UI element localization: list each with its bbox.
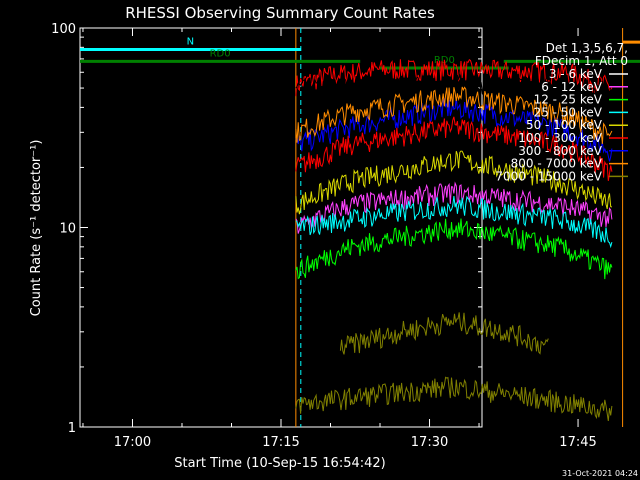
series-trace: [295, 195, 613, 249]
legend-entry-label: 50 - 100 keV: [526, 118, 603, 132]
y-tick-label: 100: [51, 22, 76, 37]
series-trace: [295, 58, 613, 97]
y-axis-label: Count Rate (s⁻¹ detector⁻¹): [29, 140, 44, 317]
legend-entry-label: 25 - 50 keV: [534, 105, 603, 119]
series-trace: [295, 97, 613, 162]
series-trace: [295, 150, 613, 215]
legend-entry-label: 300 - 800 keV: [518, 144, 602, 158]
legend-entry-label: 6 - 12 keV: [541, 80, 603, 94]
legend-entry-label: 7000 - 15000 keV: [495, 169, 602, 183]
series-trace: [295, 73, 613, 100]
flag-bar-label: RD0: [210, 48, 231, 59]
x-tick-label: 17:45: [559, 435, 596, 450]
flag-bar-label: N: [187, 37, 194, 48]
legend-header-detectors: Det 1,3,5,6,7,: [546, 41, 628, 55]
series-trace: [295, 218, 613, 280]
series-trace: [295, 181, 613, 234]
x-axis-label: Start Time (10-Sep-15 16:54:42): [174, 456, 385, 471]
x-tick-label: 17:30: [411, 435, 448, 450]
legend-entry-label: 800 - 7000 keV: [511, 157, 603, 171]
series-trace: [295, 86, 613, 144]
series-trace: [295, 376, 613, 421]
series-trace: [295, 116, 613, 181]
legend-entry-label: 3 - 6 keV: [549, 67, 603, 81]
legend-entry-label: 12 - 25 keV: [534, 93, 603, 107]
timestamp: 31-Oct-2021 04:24: [562, 469, 638, 478]
y-tick-label: 1: [68, 421, 76, 436]
chart-title: RHESSI Observing Summary Count Rates: [125, 4, 435, 22]
series-trace: [339, 312, 549, 355]
legend-header-fdecim: FDecim 1, Att 0: [535, 54, 628, 68]
plot-area: 17:0017:1517:3017:4518:0018:1518:3011010…: [51, 22, 640, 450]
x-tick-label: 17:15: [262, 435, 299, 450]
y-tick-label: 10: [59, 222, 76, 237]
x-tick-label: 17:00: [114, 435, 151, 450]
legend-entry-label: 100 - 300 keV: [518, 131, 602, 145]
